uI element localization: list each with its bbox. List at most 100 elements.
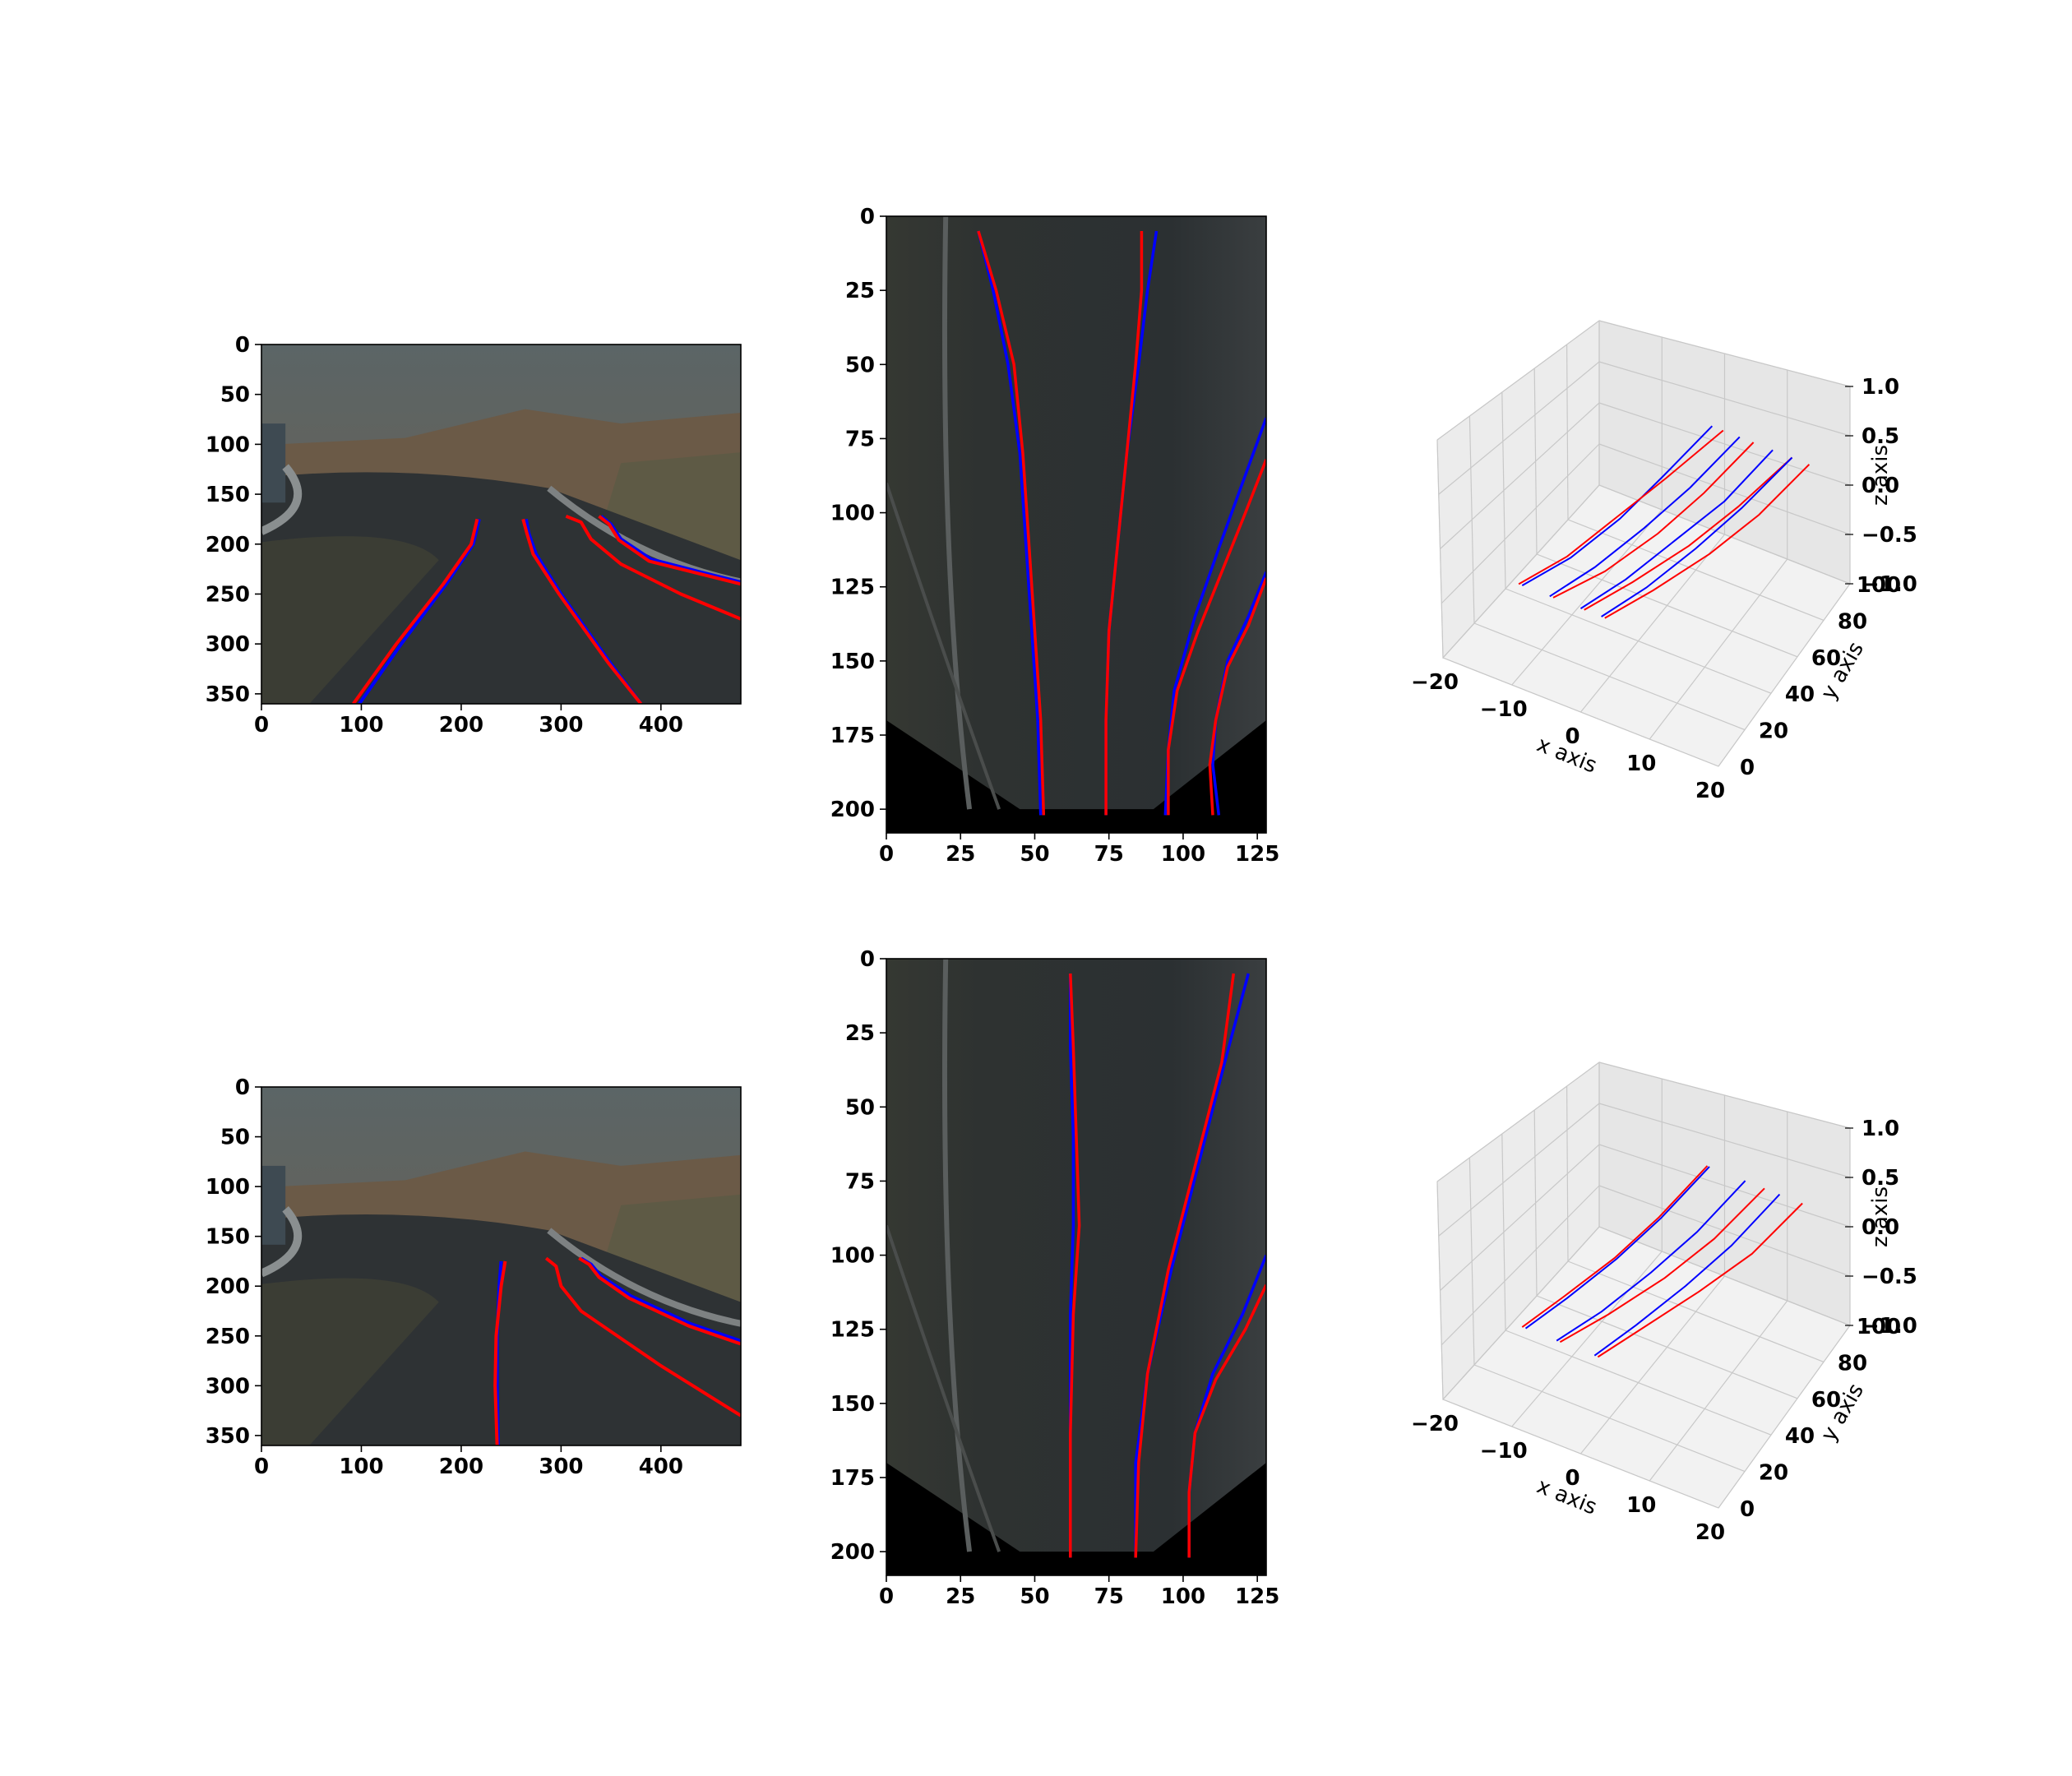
back-grid-z — [1598, 484, 1851, 585]
y-tick-label: 20 — [1759, 1461, 1788, 1486]
x-tick-label: 0 — [254, 1455, 269, 1479]
row2-bev: 0 25 50 75 100 125 0 25 50 75 100 125 150 175 200 — [830, 947, 1280, 1609]
x-tick-label: 300 — [539, 1455, 583, 1479]
lane-line-gt-2 — [1134, 973, 1250, 1558]
y-tick-label: 80 — [1838, 609, 1867, 634]
x-tick-label: 100 — [339, 713, 383, 738]
y-tick-label: 50 — [220, 383, 250, 408]
lane-3d-pred-7 — [1604, 464, 1811, 619]
back-grid-z — [1598, 1226, 1851, 1326]
lane-3d-gt-4 — [1593, 1193, 1781, 1357]
left-grid-z — [1442, 484, 1600, 659]
lane-line-pred-1 — [493, 1260, 507, 1445]
y-tick-label: 100 — [206, 1175, 250, 1200]
left-grid-z — [1441, 1185, 1600, 1346]
z-tick-label: 1.0 — [1862, 1117, 1899, 1141]
y-tick-label: 60 — [1811, 1388, 1841, 1413]
y-tick-label: 0 — [235, 333, 250, 358]
y-tick-label: 200 — [830, 1540, 875, 1565]
lane-line-gt-0 — [977, 230, 1043, 816]
y-tick-label: 0 — [1740, 756, 1755, 780]
back-grid-z — [1598, 443, 1851, 535]
y-tick-label: 350 — [206, 682, 250, 707]
y-tick-label: 150 — [830, 1392, 875, 1417]
y-tick-label: 300 — [206, 1374, 250, 1399]
shoulder — [261, 1278, 439, 1445]
y-tick-label: 175 — [830, 724, 875, 748]
floor-grid-x — [1718, 1325, 1851, 1509]
x-tick-label: 400 — [639, 1455, 683, 1479]
lane-line-pred-5 — [1167, 459, 1266, 816]
bev-mask — [886, 1462, 1266, 1575]
image-content — [886, 216, 1266, 833]
shoulder — [261, 536, 439, 704]
x-tick-label: 25 — [946, 1584, 975, 1609]
barrier — [261, 1206, 303, 1278]
x-tick-label: 20 — [1695, 779, 1725, 803]
road — [261, 472, 741, 704]
x-tick-label: 0 — [879, 1584, 894, 1609]
y-tick-label: 0 — [860, 947, 875, 972]
x-tick-label: 200 — [439, 713, 483, 738]
x-tick-label: 25 — [946, 842, 975, 867]
lane-line-gt-0 — [358, 518, 481, 704]
floor-grid-x — [1649, 1300, 1788, 1482]
x-tick-label: 50 — [1020, 1584, 1049, 1609]
lane-line-pred-3 — [1104, 231, 1144, 816]
floor-grid-x — [1718, 583, 1851, 767]
lane-line-pred-7 — [1208, 577, 1266, 816]
z-tick-label: −0.5 — [1862, 1265, 1917, 1289]
floor-grid-y — [1536, 1295, 1798, 1399]
row1-bev: 0 25 50 75 100 125 0 25 50 75 100 125 150 175 200 — [830, 205, 1280, 867]
image-content — [261, 1087, 741, 1445]
z-tick-label: 0.0 — [1862, 1215, 1899, 1240]
building — [261, 423, 286, 503]
x-tick-label: 10 — [1626, 1493, 1656, 1518]
y-tick-label: 250 — [206, 1325, 250, 1349]
y-tick-label: 50 — [845, 353, 875, 377]
back-grid-z — [1598, 361, 1851, 437]
floor-grid-x — [1511, 1251, 1663, 1427]
left-grid-z — [1438, 361, 1600, 495]
axes-frame — [886, 958, 1267, 1576]
lane-line-pred-1 — [1069, 973, 1081, 1558]
back-grid-z — [1598, 1144, 1851, 1228]
row1-camera: 0 100 200 300 400 0 50 100 150 200 250 300 350 — [206, 333, 742, 738]
x-tick-label: 0 — [254, 713, 269, 738]
y-tick-label: 50 — [845, 1095, 875, 1120]
x-tick-label: 20 — [1695, 1520, 1725, 1545]
z-tick-label: 0.0 — [1862, 474, 1899, 498]
back-grid-z — [1598, 320, 1851, 387]
floor-grid-x — [1511, 509, 1663, 686]
image-content — [886, 959, 1266, 1575]
z-tick-label: 0.5 — [1862, 424, 1899, 449]
floor-grid-x — [1580, 1275, 1725, 1455]
left-grid-z — [1436, 320, 1600, 441]
y-tick-label: 200 — [830, 798, 875, 822]
lane-line-pred-5 — [1187, 1283, 1266, 1558]
left-grid-z — [1442, 1226, 1600, 1400]
image-content — [261, 345, 741, 704]
y-tick-label: 100 — [1857, 1315, 1901, 1339]
y-tick-label: 100 — [206, 432, 250, 457]
lane-line-pred-3 — [521, 518, 643, 704]
floor-grid-y — [1536, 553, 1798, 658]
z-tick-label: 1.0 — [1862, 375, 1899, 400]
z-tick-label: −1.0 — [1862, 1314, 1917, 1339]
lane-line-pred-6 — [598, 515, 741, 586]
floor-grid-y — [1505, 1330, 1772, 1436]
x-tick-label: 125 — [1235, 842, 1279, 867]
lane-line-pred-3 — [1134, 973, 1236, 1558]
x-tick-label: 100 — [339, 1455, 383, 1479]
bev-mask — [886, 719, 1266, 833]
y-tick-label: 25 — [845, 279, 875, 303]
barrier-right — [547, 1228, 741, 1327]
lane-3d-gt-6 — [1601, 456, 1793, 617]
y-tick-label: 60 — [1811, 646, 1841, 671]
floor-grid-y — [1567, 519, 1825, 621]
building — [261, 1165, 286, 1245]
z-axis-label: z axis — [1868, 445, 1893, 506]
x-tick-label: 125 — [1235, 1584, 1279, 1609]
z-tick-label: 0.5 — [1862, 1166, 1899, 1191]
